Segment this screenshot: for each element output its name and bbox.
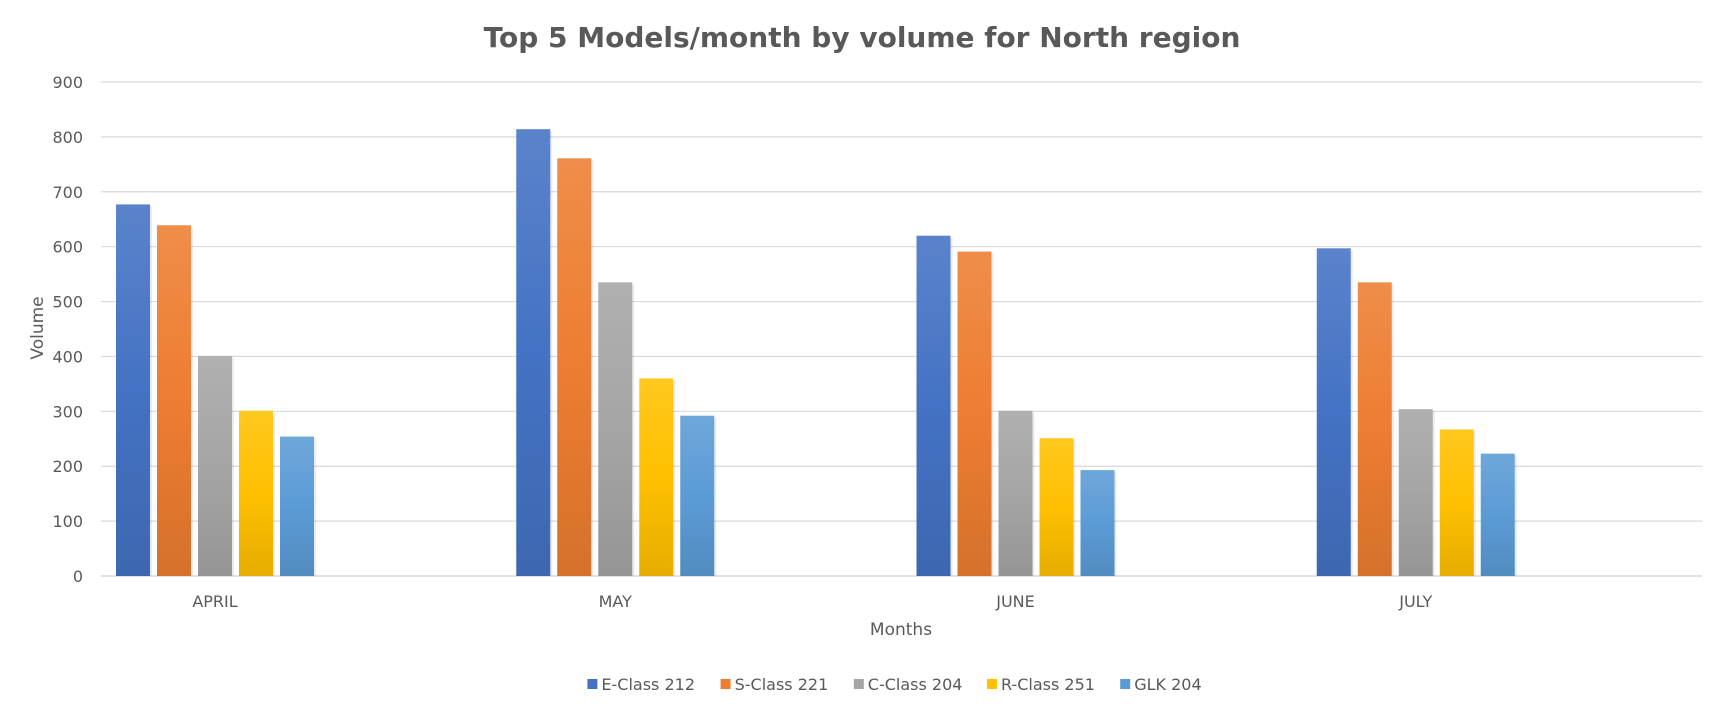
- legend: E-Class 212 S-Class 221 C-Class 204 R-Class…: [587, 675, 1202, 694]
- bar-r-class-251-june: [1039, 438, 1074, 576]
- bar-shadow: [1032, 412, 1035, 576]
- bar-shadow: [232, 357, 234, 576]
- y-tick-label: 0: [73, 567, 83, 586]
- bar-r-class-251-july: [1439, 429, 1474, 576]
- bar-shadow: [1073, 440, 1076, 576]
- bar-r-class-251-may: [639, 378, 674, 576]
- bar-shadow: [1350, 250, 1353, 576]
- bar-s-class-221-june: [957, 251, 992, 576]
- bar-glk-204-june: [1080, 470, 1115, 576]
- legend-swatch: [987, 679, 997, 689]
- bar-glk-204-may: [680, 415, 715, 576]
- y-axis-label: Volume: [28, 296, 48, 359]
- bar-s-class-221-april: [157, 225, 191, 576]
- bar-glk-204-april: [280, 436, 314, 576]
- bar-shadow: [1432, 411, 1435, 576]
- y-tick-label: 600: [52, 238, 83, 257]
- legend-item: R-Class 251: [987, 675, 1095, 694]
- legend-swatch: [587, 679, 598, 689]
- x-axis-ticks: APRIL MAY JUNE JULY: [192, 592, 1432, 611]
- x-tick-label: MAY: [599, 592, 633, 611]
- legend-swatch: [853, 679, 864, 689]
- legend-swatch: [1120, 679, 1131, 689]
- legend-label: R-Class 251: [1001, 675, 1095, 694]
- bar-c-class-204-may: [598, 282, 633, 576]
- legend-label: S-Class 221: [735, 675, 829, 694]
- bar-s-class-221-may: [557, 158, 592, 576]
- y-tick-label: 500: [52, 293, 83, 312]
- bar-c-class-204-april: [198, 355, 232, 576]
- x-tick-label: JUNE: [995, 592, 1035, 611]
- legend-item: C-Class 204: [853, 675, 963, 694]
- bar-shadow: [150, 206, 152, 576]
- bar-e-class-212-april: [116, 204, 150, 576]
- bar-s-class-221-july: [1357, 282, 1392, 576]
- legend-item: GLK 204: [1120, 675, 1202, 694]
- bar-shadow: [550, 131, 553, 576]
- bars: [116, 129, 1517, 576]
- bar-shadow: [591, 160, 594, 576]
- bar-shadow: [273, 412, 275, 576]
- bar-shadow: [673, 380, 676, 576]
- bar-shadow: [1473, 431, 1476, 576]
- y-tick-label: 100: [52, 512, 83, 531]
- legend-item: E-Class 212: [587, 675, 695, 694]
- legend-label: GLK 204: [1134, 675, 1201, 694]
- gridlines: [101, 81, 1702, 577]
- legend-swatch: [720, 679, 731, 689]
- bar-e-class-212-may: [516, 129, 551, 576]
- x-tick-label: APRIL: [192, 592, 237, 611]
- bar-shadow: [991, 253, 994, 576]
- bar-shadow: [632, 284, 635, 576]
- y-tick-label: 800: [52, 128, 83, 147]
- bar-e-class-212-july: [1316, 248, 1351, 576]
- bar-shadow: [714, 417, 717, 576]
- y-tick-label: 400: [52, 347, 83, 366]
- bar-shadow: [1391, 284, 1394, 576]
- bar-shadow: [950, 237, 953, 576]
- legend-label: E-Class 212: [601, 675, 695, 694]
- bar-glk-204-july: [1480, 453, 1515, 576]
- y-axis-ticks: 0 100 200 300 400 500 600 700 800 900: [52, 73, 83, 586]
- x-tick-label: JULY: [1398, 592, 1432, 611]
- bar-shadow: [1114, 472, 1117, 576]
- chart-title: Top 5 Models/month by volume for North r…: [484, 21, 1241, 54]
- legend-item: S-Class 221: [720, 675, 829, 694]
- y-tick-label: 900: [52, 73, 83, 92]
- bar-shadow: [1514, 455, 1517, 576]
- x-axis-label: Months: [870, 620, 932, 640]
- bar-e-class-212-june: [916, 235, 951, 576]
- y-tick-label: 200: [52, 457, 83, 476]
- y-tick-label: 300: [52, 402, 83, 421]
- y-tick-label: 700: [52, 183, 83, 202]
- legend-label: C-Class 204: [868, 675, 963, 694]
- bar-c-class-204-july: [1398, 409, 1433, 576]
- bar-shadow: [314, 438, 316, 576]
- bar-r-class-251-april: [239, 410, 273, 576]
- bar-shadow: [191, 227, 193, 576]
- bar-c-class-204-june: [998, 410, 1033, 576]
